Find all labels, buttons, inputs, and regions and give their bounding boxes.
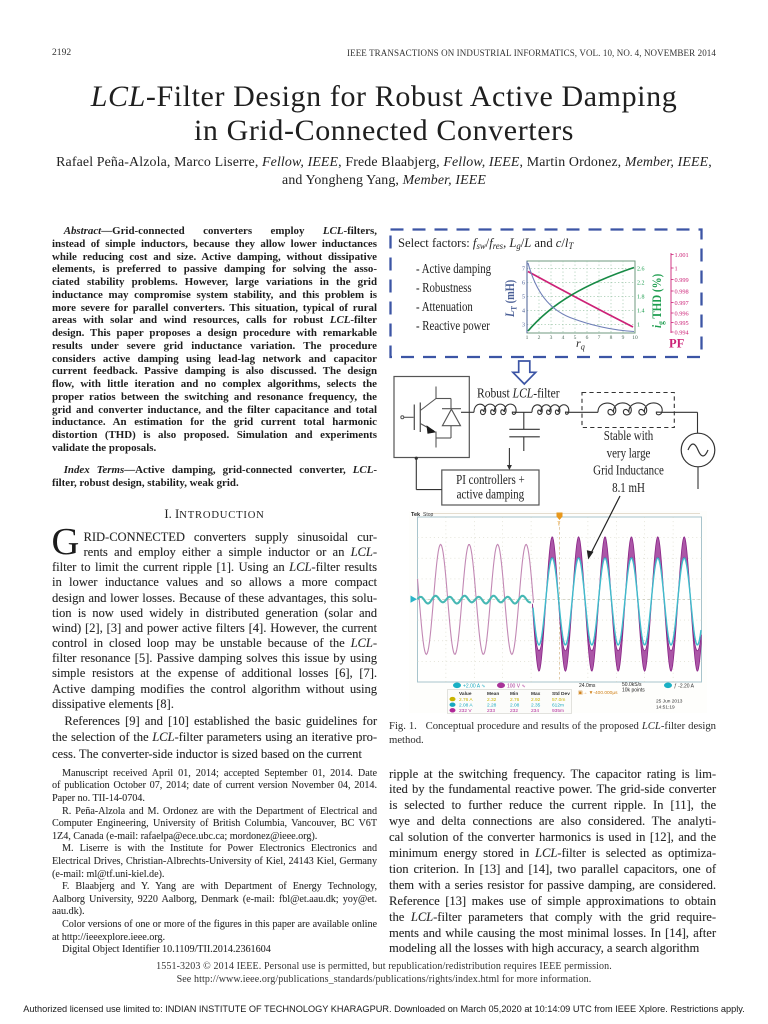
svg-text:2.92: 2.92 [531,697,541,703]
svg-text:0.999: 0.999 [675,277,689,284]
svg-text:9: 9 [622,335,625,341]
svg-text:10k points: 10k points [622,688,645,694]
svg-text:234: 234 [531,708,539,714]
svg-text:2.35: 2.35 [531,702,541,708]
svg-text:14:51:19: 14:51:19 [656,705,675,711]
svg-text:8: 8 [610,335,613,341]
svg-text:2.76 A: 2.76 A [459,697,473,703]
svg-text:LT (mH): LT (mH) [504,280,518,318]
svg-text:Stop: Stop [423,512,434,518]
svg-text:57.0m: 57.0m [552,697,565,703]
svg-text:25 Jun 2013: 25 Jun 2013 [656,699,683,705]
svg-text:232 V: 232 V [459,708,472,714]
svg-text:5: 5 [522,295,525,301]
svg-text:very large: very large [607,445,651,460]
svg-text:5: 5 [574,335,577,341]
svg-text:24.0ms: 24.0ms [579,683,596,689]
svg-text:PI controllers +: PI controllers + [456,472,525,487]
svg-text:0.994: 0.994 [675,329,690,336]
svg-text:Mean: Mean [487,691,499,697]
svg-text:1.8: 1.8 [637,295,645,301]
svg-text:10: 10 [632,335,638,341]
svg-text:2.08: 2.08 [510,702,520,708]
svg-text:Std Dev: Std Dev [552,691,570,697]
svg-text:1.001: 1.001 [675,252,689,259]
svg-text:Robust LCL-filter: Robust LCL-filter [477,386,560,401]
svg-text:Stable with: Stable with [604,428,653,443]
svg-text:2.32: 2.32 [487,697,497,703]
svg-text:612m: 612m [552,702,564,708]
svg-text:0.998: 0.998 [675,288,689,295]
svg-text:Value: Value [459,691,472,697]
svg-text:2.76: 2.76 [510,697,520,703]
svg-text:T: T [557,522,560,528]
svg-text:7: 7 [522,267,525,273]
svg-text:2.28: 2.28 [487,702,497,708]
svg-text:0.995: 0.995 [675,320,689,327]
svg-text:ƒ -2.20 A: ƒ -2.20 A [674,683,695,689]
svg-text:2.2: 2.2 [637,281,645,287]
svg-text:1: 1 [675,265,678,272]
svg-text:935m: 935m [552,708,564,714]
svg-text:232: 232 [510,708,518,714]
svg-text:8.1 mH: 8.1 mH [612,480,645,495]
svg-text:3: 3 [522,323,525,329]
svg-text:▣→ ▼-400.000µs: ▣→ ▼-400.000µs [578,690,618,696]
svg-text:active damping: active damping [457,487,525,502]
svg-text:0.996: 0.996 [675,310,689,317]
svg-text:1: 1 [526,335,529,341]
svg-text:4: 4 [562,335,565,341]
svg-text:6: 6 [522,281,525,287]
svg-text:0.997: 0.997 [675,300,689,307]
svg-text:100 V ∿: 100 V ∿ [507,683,526,689]
svg-text:2: 2 [538,335,541,341]
svg-text:2.6: 2.6 [637,267,645,273]
svg-text:Max: Max [531,691,541,697]
svg-text:1: 1 [637,323,640,329]
svg-text:1.4: 1.4 [637,309,645,315]
svg-text:233: 233 [487,708,495,714]
svg-text:4: 4 [522,309,525,315]
svg-text:7: 7 [598,335,601,341]
svg-text:2.08 A: 2.08 A [459,702,473,708]
svg-text:50.0kS/s: 50.0kS/s [622,682,642,688]
svg-text:rq: rq [576,336,586,352]
svg-text:+2.00 A ∿: +2.00 A ∿ [463,683,485,689]
svg-text:Min: Min [510,691,518,697]
svg-text:ig THD (%): ig THD (%) [650,274,665,328]
svg-text:Grid Inductance: Grid Inductance [593,463,664,478]
svg-text:6: 6 [586,335,589,341]
svg-text:PF: PF [669,337,685,351]
svg-text:3: 3 [550,335,553,341]
svg-text:Tek: Tek [411,512,421,518]
